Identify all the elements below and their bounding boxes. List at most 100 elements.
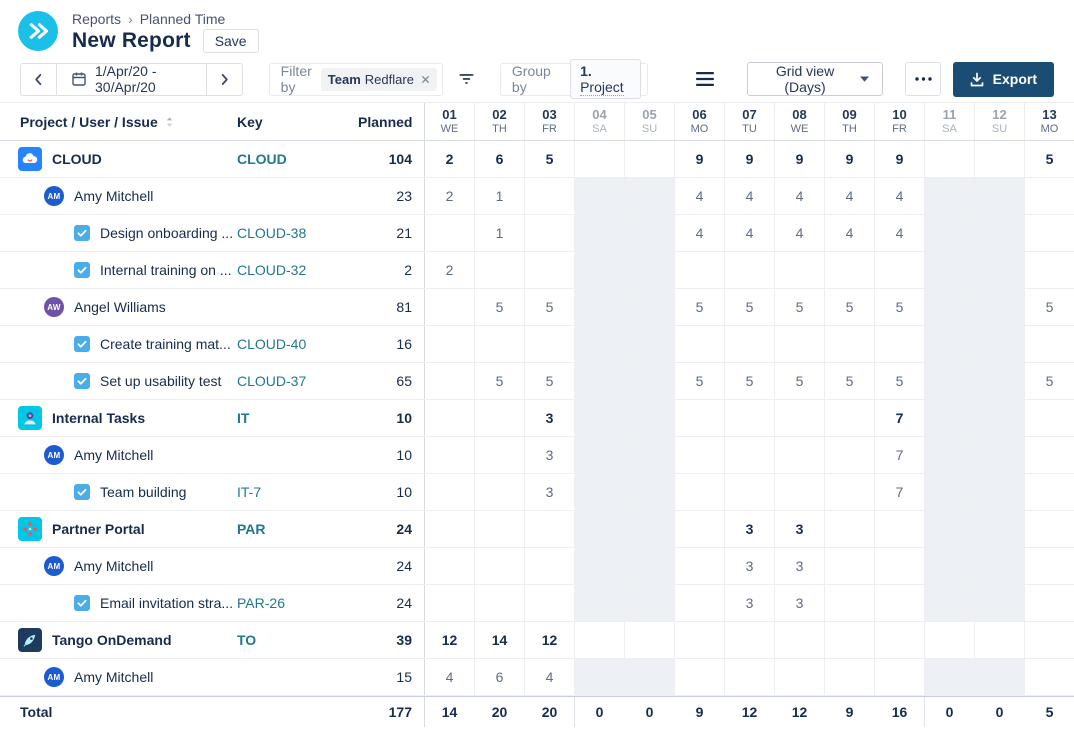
day-value-cell[interactable]: 7: [874, 400, 924, 436]
team-filter-chip[interactable]: Team Redflare: [320, 67, 437, 91]
day-value-cell[interactable]: [974, 474, 1024, 510]
save-button[interactable]: Save: [202, 29, 259, 53]
day-value-cell[interactable]: 5: [724, 363, 774, 399]
day-value-cell[interactable]: [674, 659, 724, 695]
day-value-cell[interactable]: [974, 363, 1024, 399]
day-value-cell[interactable]: 4: [874, 215, 924, 251]
user-row[interactable]: AM Amy Mitchell 10 3 7: [0, 437, 1074, 474]
day-value-cell[interactable]: [874, 585, 924, 621]
issue-key-link[interactable]: IT-7: [237, 484, 262, 500]
day-value-cell[interactable]: [474, 474, 524, 510]
day-value-cell[interactable]: 2: [424, 252, 474, 288]
day-value-cell[interactable]: [524, 548, 574, 584]
day-value-cell[interactable]: [424, 289, 474, 325]
issue-key-link[interactable]: IT: [237, 410, 250, 426]
day-value-cell[interactable]: [524, 326, 574, 362]
day-value-cell[interactable]: [774, 252, 824, 288]
day-value-cell[interactable]: [924, 178, 974, 214]
day-value-cell[interactable]: [824, 437, 874, 473]
day-value-cell[interactable]: [774, 622, 824, 658]
day-value-cell[interactable]: [1024, 585, 1074, 621]
day-value-cell[interactable]: 5: [524, 289, 574, 325]
day-value-cell[interactable]: [1024, 437, 1074, 473]
day-value-cell[interactable]: 4: [524, 659, 574, 695]
day-value-cell[interactable]: 5: [1024, 289, 1074, 325]
issue-key-link[interactable]: CLOUD: [237, 151, 287, 167]
column-header-project-user-issue[interactable]: Project / User / Issue: [0, 114, 237, 130]
day-value-cell[interactable]: [724, 400, 774, 436]
issue-row[interactable]: Set up usability test CLOUD-37 65 5 5 5 5 5 5 5 5: [0, 363, 1074, 400]
day-value-cell[interactable]: [674, 252, 724, 288]
day-value-cell[interactable]: [874, 511, 924, 547]
day-value-cell[interactable]: 6: [474, 659, 524, 695]
day-value-cell[interactable]: [824, 622, 874, 658]
project-row[interactable]: Internal Tasks IT 10 3 7: [0, 400, 1074, 437]
day-value-cell[interactable]: [824, 474, 874, 510]
day-value-cell[interactable]: [624, 141, 674, 177]
day-value-cell[interactable]: 14: [474, 622, 524, 658]
day-value-cell[interactable]: [574, 252, 624, 288]
day-value-cell[interactable]: 9: [874, 141, 924, 177]
day-value-cell[interactable]: [974, 215, 1024, 251]
day-value-cell[interactable]: [424, 437, 474, 473]
day-value-cell[interactable]: [574, 659, 624, 695]
day-value-cell[interactable]: [624, 622, 674, 658]
day-value-cell[interactable]: 5: [874, 363, 924, 399]
issue-key-link[interactable]: TO: [237, 632, 257, 648]
day-value-cell[interactable]: 4: [774, 178, 824, 214]
day-value-cell[interactable]: 5: [524, 363, 574, 399]
issue-key-link[interactable]: CLOUD-32: [237, 262, 307, 278]
day-value-cell[interactable]: 3: [724, 548, 774, 584]
day-value-cell[interactable]: [1024, 326, 1074, 362]
day-value-cell[interactable]: [424, 363, 474, 399]
day-value-cell[interactable]: 9: [724, 141, 774, 177]
day-value-cell[interactable]: [574, 141, 624, 177]
day-value-cell[interactable]: [1024, 659, 1074, 695]
day-value-cell[interactable]: [974, 622, 1024, 658]
day-value-cell[interactable]: [624, 289, 674, 325]
day-value-cell[interactable]: [574, 548, 624, 584]
day-value-cell[interactable]: [824, 511, 874, 547]
user-row[interactable]: AM Amy Mitchell 23 2 1 4 4 4 4 4: [0, 178, 1074, 215]
day-value-cell[interactable]: [724, 659, 774, 695]
day-value-cell[interactable]: 5: [1024, 141, 1074, 177]
user-row[interactable]: AM Amy Mitchell 24 3 3: [0, 548, 1074, 585]
day-value-cell[interactable]: [424, 400, 474, 436]
project-row[interactable]: Tango OnDemand TO 39 12 14 12: [0, 622, 1074, 659]
issue-row[interactable]: Team building IT-7 10 3 7: [0, 474, 1074, 511]
day-value-cell[interactable]: [974, 659, 1024, 695]
day-value-cell[interactable]: 12: [424, 622, 474, 658]
day-value-cell[interactable]: 4: [674, 178, 724, 214]
day-value-cell[interactable]: [924, 659, 974, 695]
close-icon[interactable]: [421, 75, 430, 84]
day-value-cell[interactable]: [1024, 178, 1074, 214]
day-value-cell[interactable]: 7: [874, 437, 924, 473]
day-value-cell[interactable]: [524, 215, 574, 251]
day-value-cell[interactable]: [474, 511, 524, 547]
day-value-cell[interactable]: [774, 326, 824, 362]
day-value-cell[interactable]: [1024, 622, 1074, 658]
export-button[interactable]: Export: [952, 61, 1054, 97]
day-value-cell[interactable]: 3: [524, 474, 574, 510]
issue-row[interactable]: Email invitation stra... PAR-26 24 3 3: [0, 585, 1074, 622]
day-value-cell[interactable]: [1024, 252, 1074, 288]
day-value-cell[interactable]: 1: [474, 215, 524, 251]
day-value-cell[interactable]: [424, 585, 474, 621]
day-value-cell[interactable]: 4: [824, 178, 874, 214]
day-value-cell[interactable]: [424, 474, 474, 510]
day-value-cell[interactable]: [774, 400, 824, 436]
day-value-cell[interactable]: [624, 585, 674, 621]
day-value-cell[interactable]: [624, 400, 674, 436]
day-value-cell[interactable]: [674, 511, 724, 547]
day-value-cell[interactable]: [674, 585, 724, 621]
day-value-cell[interactable]: [874, 326, 924, 362]
day-value-cell[interactable]: 4: [874, 178, 924, 214]
day-value-cell[interactable]: 9: [674, 141, 724, 177]
day-value-cell[interactable]: 5: [724, 289, 774, 325]
day-value-cell[interactable]: [624, 363, 674, 399]
day-value-cell[interactable]: 12: [524, 622, 574, 658]
group-menu-button[interactable]: [695, 72, 714, 86]
day-value-cell[interactable]: [1024, 511, 1074, 547]
day-value-cell[interactable]: [774, 659, 824, 695]
day-value-cell[interactable]: 9: [774, 141, 824, 177]
